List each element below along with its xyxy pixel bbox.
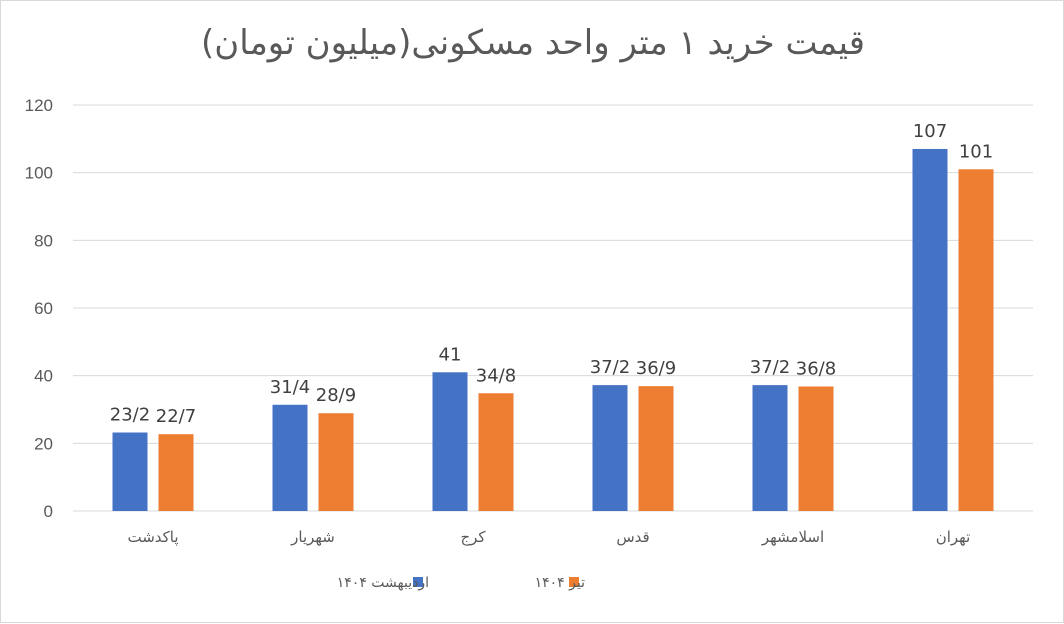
data-label: 31/4 (270, 377, 310, 398)
data-label: 22/7 (156, 406, 196, 427)
y-tick-label: 80 (34, 231, 53, 250)
bar (318, 413, 354, 511)
bar (158, 434, 194, 511)
data-label: 36/9 (636, 358, 676, 379)
chart-title: قیمت خرید ۱ متر واحد مسکونی(میلیون تومان… (200, 23, 866, 63)
bar (958, 169, 994, 512)
data-label: 36/8 (796, 358, 836, 379)
x-tick-label: تهران (936, 528, 971, 546)
legend-label: تیر ۱۴۰۴ (535, 575, 585, 591)
data-label: 41 (439, 344, 462, 365)
data-label: 28/9 (316, 385, 356, 406)
x-tick-label: کرج (460, 528, 486, 547)
y-tick-label: 100 (25, 164, 53, 183)
legend-swatch (569, 577, 579, 587)
data-label: 23/2 (110, 405, 150, 426)
data-label: 34/8 (476, 365, 516, 386)
bar (478, 393, 514, 511)
x-tick-label: قدس (616, 528, 649, 546)
data-label: 107 (913, 121, 947, 142)
legend-label: اردیبهشت ۱۴۰۴ (337, 575, 429, 591)
bar (592, 385, 628, 511)
x-tick-label: شهریار (290, 528, 335, 546)
y-tick-label: 60 (34, 299, 53, 318)
x-tick-label: اسلامشهر (761, 528, 824, 546)
bar (638, 386, 674, 511)
x-tick-label: پاکدشت (127, 528, 178, 547)
data-label: 101 (959, 141, 993, 162)
data-label: 37/2 (590, 357, 630, 378)
y-tick-label: 0 (44, 502, 53, 521)
y-tick-label: 40 (34, 367, 53, 386)
bar (432, 372, 468, 511)
bar (112, 432, 148, 511)
legend-swatch (413, 577, 423, 587)
data-label: 37/2 (750, 357, 790, 378)
bar (912, 148, 948, 511)
y-tick-label: 20 (34, 434, 53, 453)
bar (272, 404, 308, 511)
bar (752, 385, 788, 511)
y-tick-label: 120 (25, 96, 53, 115)
bar (798, 386, 834, 511)
